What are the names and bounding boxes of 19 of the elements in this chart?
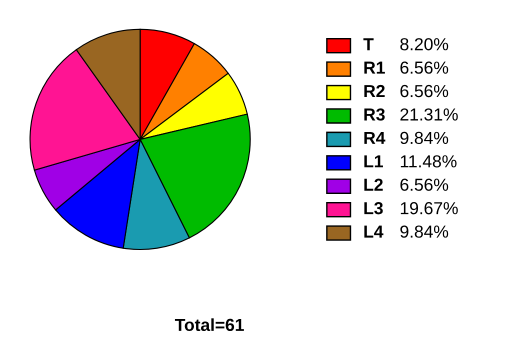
legend-label: L4 (364, 226, 384, 238)
legend-label: R2 (364, 84, 385, 98)
legend-label: L2 (364, 178, 383, 191)
legend-label: R1 (364, 62, 385, 74)
data-label: 6.56% (400, 62, 448, 74)
legend-label: L1 (364, 155, 383, 168)
legend-label: R3 (364, 108, 385, 121)
data-label: 21.31% (400, 108, 458, 121)
data-label: 6.56% (400, 178, 448, 191)
data-label: 6.56% (400, 84, 448, 98)
data-label: 8.20% (400, 38, 448, 50)
data-label: 9.84% (400, 132, 448, 144)
text: Total=61 (174, 318, 244, 332)
legend-label: T (363, 38, 374, 50)
legend-label: L3 (364, 202, 383, 214)
data-label: 9.84% (400, 225, 448, 238)
data-label: 19.67% (400, 202, 458, 214)
legend-label: R4 (364, 132, 386, 144)
data-label: 11.48% (400, 155, 457, 168)
